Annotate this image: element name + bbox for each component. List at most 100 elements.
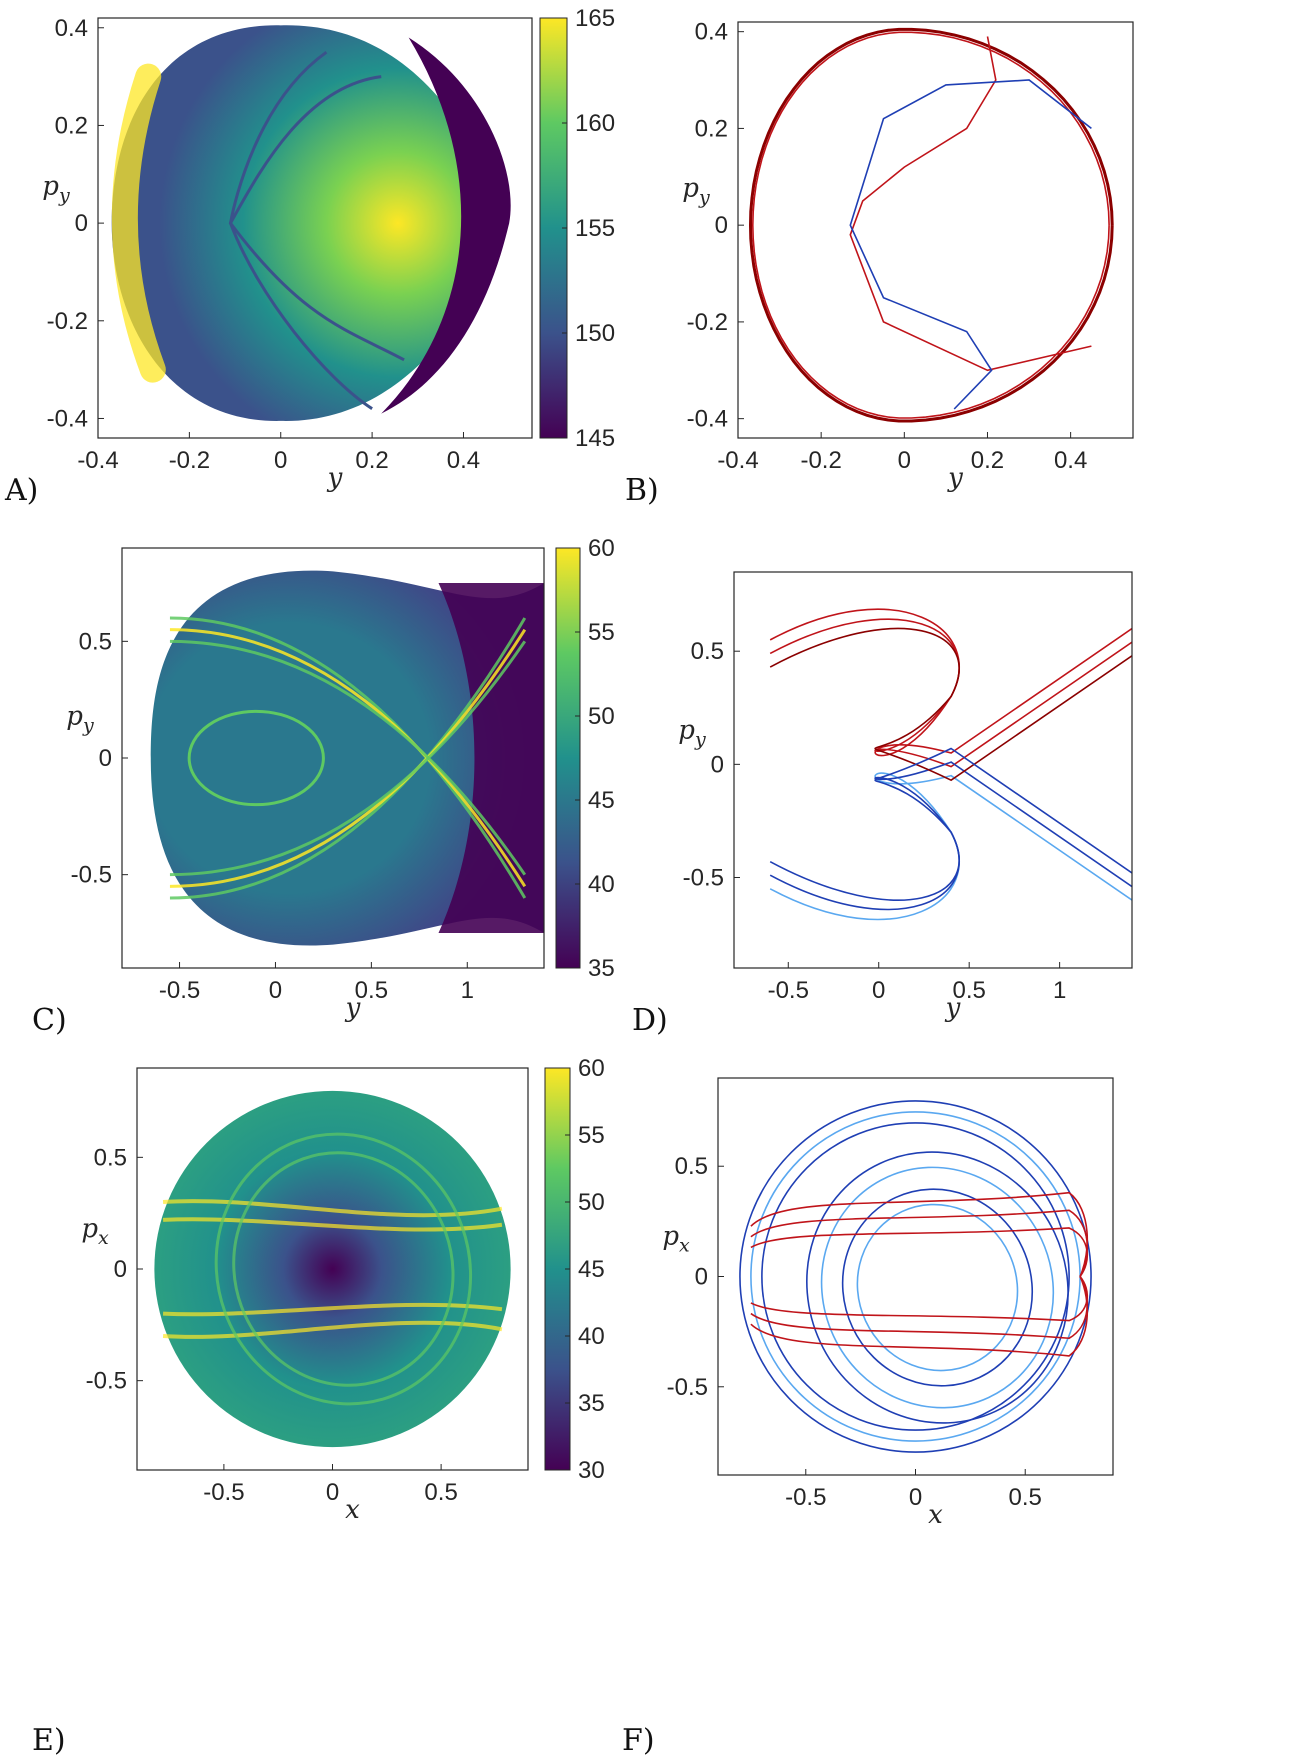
y-tick-label: 0: [99, 745, 112, 772]
colorbar-tick-label: 165: [575, 5, 615, 32]
y-tick-label: -0.5: [683, 864, 724, 891]
boundary-curve: [751, 31, 1110, 419]
blue-manifold: [806, 1151, 1069, 1424]
axes-frame: [97, 17, 533, 439]
x-tick-label: 0.4: [1054, 447, 1087, 474]
colorbar-tick-label: 55: [588, 619, 615, 646]
red-manifold: [769, 608, 1132, 757]
panel-label: A): [4, 473, 38, 508]
y-tick-label: 0: [711, 751, 724, 778]
y-tick-label: -0.4: [47, 405, 88, 432]
colorbar-tick-label: 145: [575, 425, 615, 452]
y-axis-label: py: [678, 715, 706, 750]
red-manifold: [750, 1276, 1089, 1340]
separatrix: [228, 75, 405, 362]
x-tick-label: -0.5: [159, 977, 200, 1004]
y-tick-label: 0.2: [695, 115, 728, 142]
axes-frame: [717, 1077, 1114, 1476]
ridge-line: [169, 639, 527, 876]
colorbar-tick-label: 50: [588, 703, 615, 730]
y-tick-label: -0.5: [86, 1368, 127, 1395]
x-tick-label: 1: [1053, 977, 1066, 1004]
x-axis-label: y: [947, 463, 963, 493]
y-axis-label: px: [81, 1214, 109, 1249]
colorbar-tick-label: 35: [578, 1390, 605, 1417]
panel-label: B): [625, 473, 659, 508]
colorbar-tick-label: 40: [578, 1323, 605, 1350]
y-tick-label: 0.4: [55, 15, 88, 42]
y-axis-label: py: [42, 171, 70, 206]
y-tick-label: 0: [75, 210, 88, 237]
x-tick-label: -0.2: [169, 447, 210, 474]
y-axis-label: py: [682, 174, 710, 209]
x-axis-label: y: [327, 463, 343, 493]
x-tick-label: -0.5: [203, 1479, 244, 1506]
x-tick-label: 0: [274, 447, 287, 474]
heatmap-region: [154, 1090, 511, 1448]
ridge-line: [162, 1320, 503, 1339]
y-tick-label: -0.5: [71, 862, 112, 889]
red-manifold: [750, 1227, 1089, 1277]
x-tick-label: 0.5: [952, 977, 985, 1004]
x-tick-label: -0.4: [717, 447, 758, 474]
blue-manifold: [856, 1203, 1019, 1372]
colorbar-tick-label: 60: [578, 1055, 605, 1082]
y-tick-label: -0.2: [47, 308, 88, 335]
y-axis-label: px: [662, 1222, 690, 1257]
ridge-line: [187, 709, 325, 807]
colorbar-tick-label: 45: [588, 787, 615, 814]
panel-c: -0.5 0 0.5 1 0.5 0 -0.5 y py C) 60 55 50 45 40 35: [32, 535, 615, 1038]
y-tick-label: 0.4: [695, 19, 728, 46]
blue-manifold: [849, 79, 1092, 410]
ridge-line: [169, 616, 527, 899]
x-tick-label: 0: [326, 1479, 339, 1506]
panel-label: D): [632, 1003, 668, 1038]
ridge-line: [162, 1302, 503, 1317]
ridge-line: [232, 1151, 455, 1387]
panel-label: C): [32, 1003, 67, 1038]
red-manifold: [849, 36, 1092, 372]
y-axis-label: py: [66, 701, 94, 736]
x-tick-label: 0.5: [355, 977, 388, 1004]
colorbar-tick-label: 50: [578, 1189, 605, 1216]
axes-frame: [733, 571, 1133, 969]
x-tick-label: 0: [269, 977, 282, 1004]
ridge-line: [214, 1132, 473, 1406]
panel-e: -0.5 0 0.5 0.5 0 -0.5 x px E) 60 55 50 45 40 35 30: [32, 1055, 605, 1757]
y-tick-label: 0: [114, 1256, 127, 1283]
boundary-curve: [748, 27, 1114, 423]
panel-label: F): [622, 1723, 655, 1757]
y-tick-label: -0.4: [687, 406, 728, 433]
colorbar-tick-label: 40: [588, 871, 615, 898]
x-tick-label: 0.2: [355, 447, 388, 474]
x-tick-label: -0.2: [800, 447, 841, 474]
blue-manifold: [769, 747, 1132, 901]
ridge-line: [169, 617, 527, 900]
x-tick-label: -0.5: [785, 1484, 826, 1511]
colorbar-tick-label: 160: [575, 110, 615, 137]
colorbar-tick-label: 60: [588, 535, 615, 562]
heatmap-low-band: [381, 37, 511, 414]
y-tick-label: 0.5: [675, 1153, 708, 1180]
heatmap-region: [111, 25, 510, 421]
ridge-line: [169, 628, 527, 888]
x-tick-label: 0.5: [424, 1479, 457, 1506]
colorbar-tick-label: 155: [575, 215, 615, 242]
colorbar-tick-label: 150: [575, 320, 615, 347]
plot-area: [748, 27, 1114, 423]
colorbar-tick-label: 35: [588, 955, 615, 982]
y-tick-label: 0.5: [79, 628, 112, 655]
colorbar-tick-label: 45: [578, 1256, 605, 1283]
heatmap-region: [150, 570, 544, 946]
plot-area: [154, 1090, 511, 1448]
panel-f: -0.5 0 0.5 0.5 0 -0.5 x px F): [622, 1077, 1114, 1757]
ridge-line: [162, 1199, 503, 1218]
axes-frame: [737, 21, 1134, 439]
colorbar-tick-label: 30: [578, 1457, 605, 1484]
blue-manifold: [820, 1166, 1055, 1409]
y-tick-label: -0.5: [667, 1374, 708, 1401]
y-tick-label: -0.2: [687, 309, 728, 336]
blue-manifold: [739, 1100, 1092, 1453]
y-tick-label: 0: [715, 212, 728, 239]
x-axis-label: y: [945, 993, 961, 1023]
